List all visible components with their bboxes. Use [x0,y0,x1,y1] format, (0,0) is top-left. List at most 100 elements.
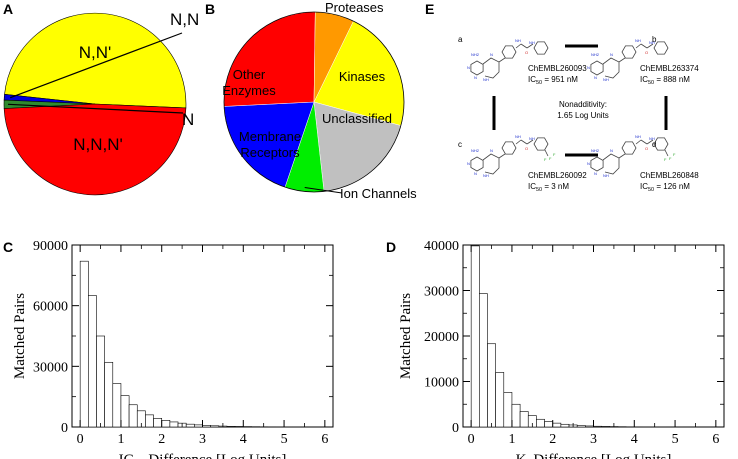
pie-a-label-n-n: N,N [170,10,199,29]
pie-b-label-membrane-receptors: Membrane Receptors [239,129,301,160]
hist-c-bar [202,425,211,428]
atom-nh2: NH2 [591,148,600,153]
pie-b-outline [223,11,405,193]
hist-c-bar [145,414,154,428]
hist-d-xtick-label: 3 [590,432,597,447]
atom-nh: NH [529,40,535,45]
compound-id: ChEMBL263374 [640,64,699,73]
hist-d-xtick-label: 2 [549,432,556,447]
ring-phenyl-terminal [533,41,549,55]
hist-c-xtick-label: 2 [158,432,165,447]
pie-b-leader-ion-channels [304,187,343,194]
bond [498,153,506,159]
panel-label-c: C [3,239,13,255]
compound-ic50: IC50 = 126 nM [640,182,690,193]
atom-nh: NH [603,173,609,178]
ring-azepine [602,57,620,79]
hist-c-bar [88,295,97,428]
atom-f: F [664,157,667,162]
bond [515,43,522,49]
hist-d-bar [519,411,529,428]
atom-nh: NH [635,134,641,139]
ring-azepine [482,57,500,79]
bond [618,153,626,159]
ring-azepine [482,153,500,175]
atom-n: N [474,171,477,176]
pie-a-leader-n-n [10,32,183,99]
atom-nh: NH [603,77,609,82]
compound-id: ChEMBL260848 [640,171,699,180]
panel-a-pie-chart: A N,N' N,N,N' N,N N [3,1,199,196]
atom-nh: NH [515,134,521,139]
hist-c-bar [104,361,114,428]
atom-nh: NH [529,136,535,141]
hist-c-bar [210,425,220,428]
pie-b-label-unclassified: Unclassified [322,111,392,126]
atom-n: N [467,161,470,166]
hist-c-bar [185,423,195,428]
atom-nh: NH [649,40,655,45]
hist-d-bar [511,403,521,428]
atom-o: O [525,146,528,151]
panel-b-pie-chart: B Kinases Unclassified Ion Channels Membran… [205,0,417,201]
hist-d-xtick-label: 0 [468,432,475,447]
panel-label-a: A [3,1,13,17]
hist-c-xtick-label: 5 [281,432,288,447]
ring-phenyl-terminal [653,137,669,151]
pie-a-label-n-n: N,N' [79,43,112,62]
atom-nh2: NH2 [471,148,480,153]
pie-a-label-n: N [182,110,194,129]
hist-d-xtick-label: 5 [672,432,679,447]
compound-id: ChEMBL260092 [528,171,587,180]
bond [544,149,549,157]
atom-nh: NH [515,38,521,43]
hist-c-xlabel: IC50 Difference [Log Units] [119,452,287,459]
atom-nh2: NH2 [591,52,600,57]
hist-c-ytick-label: 90000 [33,239,68,254]
bond [664,149,669,157]
ring-phenyl [621,141,637,155]
compound-ic50: IC50 = 951 nM [528,75,578,86]
hist-c-bar [194,424,203,428]
bond [498,57,506,63]
bond [520,43,528,49]
atom-n: N [474,75,477,80]
hist-d-bar [503,392,513,428]
bond [526,139,534,145]
atom-o: O [645,50,648,55]
pie-a-label-n-n-n: N,N,N' [73,135,123,154]
hist-d-bar [544,421,554,428]
hist-d-bar [536,418,545,428]
bond [640,139,648,145]
hist-c-bar [79,260,89,428]
hist-d-xlabel: Ki Difference [Log Units] [516,452,672,459]
ring-phenyl-terminal [653,41,669,55]
ring-pyrimidine [470,60,484,76]
pie-b-label-kinases: Kinases [339,69,386,84]
pie-b-label-ion-channels: Ion Channels [340,186,417,201]
hist-c-bar [169,421,179,428]
hist-c-xtick-label: 3 [199,432,206,447]
bond [646,43,654,49]
atom-n: N [610,148,613,153]
compound-b: b ChEMBL263374 IC50 = 888 nM [640,35,699,86]
bond [520,139,528,145]
bond [526,43,534,49]
hist-d-ytick-label: 40000 [424,239,459,254]
atom-f: F [673,152,676,157]
hist-c-xtick-label: 4 [240,432,247,447]
hist-c-ylabel: Matched Pairs [12,293,28,379]
ring-pyrimidine [590,156,604,172]
compound-letter: c [458,140,462,149]
compound-c: c ChEMBL260092 IC50 = 3 nM [458,140,587,193]
atom-n: N [490,148,493,153]
atom-n: N [594,75,597,80]
hist-d-bar [552,422,562,428]
bond [646,139,654,145]
pie-a-slice-n-n-n [3,103,187,196]
atom-o: O [645,146,648,151]
